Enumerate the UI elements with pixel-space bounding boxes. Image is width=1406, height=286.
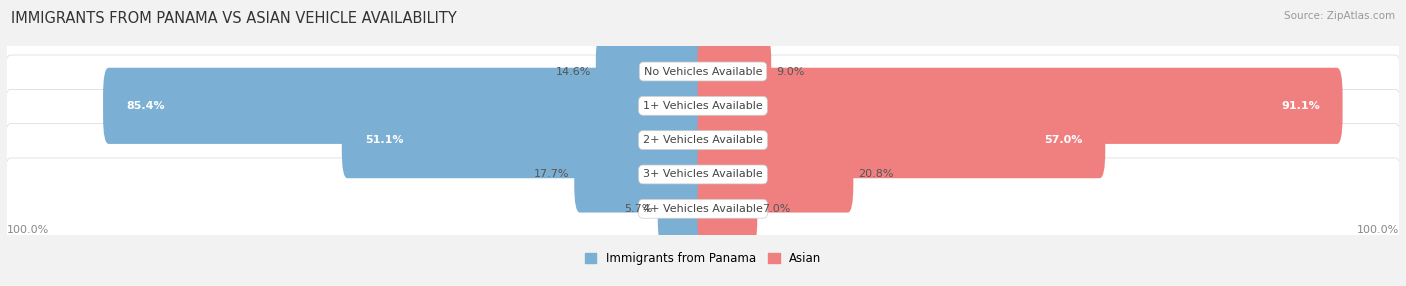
Text: 17.7%: 17.7% <box>534 170 569 179</box>
Text: 7.0%: 7.0% <box>762 204 790 214</box>
Text: 100.0%: 100.0% <box>7 225 49 235</box>
Text: 57.0%: 57.0% <box>1043 135 1083 145</box>
FancyBboxPatch shape <box>697 68 1343 144</box>
FancyBboxPatch shape <box>4 158 1402 260</box>
Text: 2+ Vehicles Available: 2+ Vehicles Available <box>643 135 763 145</box>
Text: Source: ZipAtlas.com: Source: ZipAtlas.com <box>1284 11 1395 21</box>
FancyBboxPatch shape <box>4 124 1402 225</box>
Text: IMMIGRANTS FROM PANAMA VS ASIAN VEHICLE AVAILABILITY: IMMIGRANTS FROM PANAMA VS ASIAN VEHICLE … <box>11 11 457 26</box>
FancyBboxPatch shape <box>342 102 709 178</box>
Text: 3+ Vehicles Available: 3+ Vehicles Available <box>643 170 763 179</box>
FancyBboxPatch shape <box>574 136 709 212</box>
Legend: Immigrants from Panama, Asian: Immigrants from Panama, Asian <box>579 248 827 270</box>
Text: 5.7%: 5.7% <box>624 204 652 214</box>
Text: 85.4%: 85.4% <box>127 101 165 111</box>
FancyBboxPatch shape <box>697 33 772 110</box>
Text: 100.0%: 100.0% <box>1357 225 1399 235</box>
FancyBboxPatch shape <box>697 136 853 212</box>
FancyBboxPatch shape <box>658 171 709 247</box>
Text: 4+ Vehicles Available: 4+ Vehicles Available <box>643 204 763 214</box>
Text: 1+ Vehicles Available: 1+ Vehicles Available <box>643 101 763 111</box>
Text: 9.0%: 9.0% <box>776 67 804 76</box>
Text: 91.1%: 91.1% <box>1281 101 1320 111</box>
FancyBboxPatch shape <box>4 55 1402 157</box>
FancyBboxPatch shape <box>4 89 1402 191</box>
Text: 14.6%: 14.6% <box>555 67 591 76</box>
FancyBboxPatch shape <box>103 68 709 144</box>
FancyBboxPatch shape <box>596 33 709 110</box>
Text: 20.8%: 20.8% <box>858 170 894 179</box>
Text: 51.1%: 51.1% <box>364 135 404 145</box>
FancyBboxPatch shape <box>697 171 758 247</box>
FancyBboxPatch shape <box>697 102 1105 178</box>
Text: No Vehicles Available: No Vehicles Available <box>644 67 762 76</box>
FancyBboxPatch shape <box>4 21 1402 122</box>
